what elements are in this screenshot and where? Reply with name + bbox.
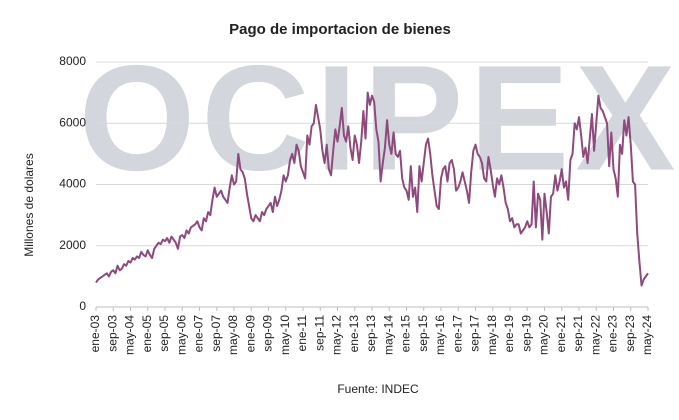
x-tick-label: may-12 xyxy=(330,315,344,355)
source-note: Fuente: INDEC xyxy=(337,382,419,396)
x-tick-label: sep-19 xyxy=(519,315,533,352)
x-tick-label: may-06 xyxy=(174,315,188,355)
x-tick-label: may-14 xyxy=(381,315,395,355)
x-tick-label: sep-23 xyxy=(623,315,637,352)
x-tick-label: may-18 xyxy=(485,315,499,355)
x-tick-label: may-10 xyxy=(278,315,292,355)
x-tick-label: sep-03 xyxy=(105,315,119,352)
y-tick-label: 8000 xyxy=(59,54,86,68)
x-tick-label: may-08 xyxy=(226,315,240,355)
x-tick-label: sep-15 xyxy=(416,315,430,352)
x-tick-label: may-04 xyxy=(123,315,137,355)
x-tick-label: ene-19 xyxy=(502,315,516,353)
x-tick-label: sep-17 xyxy=(468,315,482,352)
x-tick-label: sep-21 xyxy=(571,315,585,352)
y-tick-label: 0 xyxy=(79,299,86,313)
x-tick-label: ene-15 xyxy=(399,315,413,353)
x-tick-label: sep-07 xyxy=(209,315,223,352)
x-tick-label: sep-09 xyxy=(261,315,275,352)
x-tick-label: sep-13 xyxy=(364,315,378,352)
x-tick-label: ene-21 xyxy=(554,315,568,353)
y-tick-label: 6000 xyxy=(59,115,86,129)
x-tick-label: may-20 xyxy=(537,315,551,355)
y-axis-label: Millones de dolares xyxy=(22,153,36,256)
x-tick-label: ene-17 xyxy=(450,315,464,353)
x-tick-label: ene-05 xyxy=(140,315,154,353)
x-tick-label: ene-13 xyxy=(347,315,361,353)
x-tick-label: may-22 xyxy=(588,315,602,355)
x-tick-label: ene-03 xyxy=(88,315,102,353)
x-tick-label: sep-11 xyxy=(312,315,326,351)
x-tick-label: sep-05 xyxy=(157,315,171,352)
y-tick-label: 4000 xyxy=(59,177,86,191)
x-tick-label: ene-11 xyxy=(295,315,309,352)
x-tick-label: may-16 xyxy=(433,315,447,355)
x-tick-label: ene-09 xyxy=(243,315,257,353)
watermark: OCIPEX xyxy=(79,34,679,202)
x-tick-label: ene-07 xyxy=(192,315,206,353)
y-tick-label: 2000 xyxy=(59,238,86,252)
x-tick-label: may-24 xyxy=(640,315,654,355)
x-tick-label: ene-23 xyxy=(606,315,620,353)
data-line xyxy=(95,91,649,287)
chart-title: Pago de importacion de bienes xyxy=(229,21,451,38)
